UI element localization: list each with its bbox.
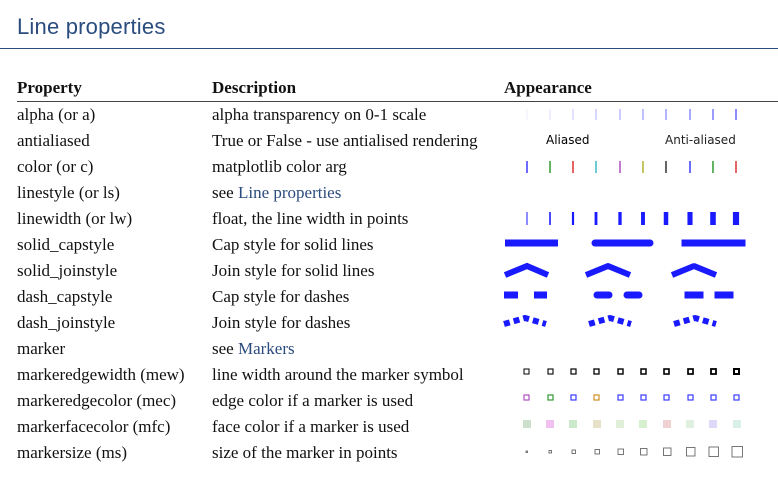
property-description: Join style for solid lines: [212, 261, 375, 280]
property-description: float, the line width in points: [212, 209, 409, 228]
property-name: linewidth (or lw): [17, 209, 133, 228]
property-description: matplotlib color arg: [212, 157, 347, 176]
appearance-color: [500, 155, 778, 181]
dash-capstyle-swatches: [504, 291, 734, 299]
anti-aliased-label: Anti-aliased: [665, 133, 736, 147]
table-row-color: color (or c) matplotlib color arg: [0, 155, 778, 181]
aliased-label: Aliased: [546, 133, 590, 147]
appearance-alpha: [500, 103, 778, 129]
appearance-dash-capstyle: [500, 285, 778, 311]
property-description: Join style for dashes: [212, 313, 351, 332]
appearance-markeredgewidth: [500, 363, 778, 389]
line-properties-link[interactable]: Line properties: [237, 183, 342, 202]
description-prefix: see: [212, 339, 238, 358]
markeredgewidth-swatches: [523, 368, 740, 375]
property-name: markersize (ms): [17, 443, 127, 462]
property-description: face color if a marker is used: [212, 417, 410, 436]
appearance-antialiased: Aliased Anti-aliased: [500, 129, 778, 155]
property-description: see Markers: [212, 339, 295, 359]
table-row-solid-capstyle: solid_capstyle Cap style for solid lines: [0, 233, 778, 259]
table-row-linestyle: linestyle (or ls) see Line properties: [0, 181, 778, 207]
table-row-markeredgecolor: markeredgecolor (mec) edge color if a ma…: [0, 389, 778, 415]
table-row-dash-joinstyle: dash_joinstyle Join style for dashes: [0, 311, 778, 337]
table-row-antialiased: antialiased True or False - use antialis…: [0, 129, 778, 155]
property-name: dash_joinstyle: [17, 313, 116, 332]
table-row-linewidth: linewidth (or lw) float, the line width …: [0, 207, 778, 233]
table-row-solid-joinstyle: solid_joinstyle Join style for solid lin…: [0, 259, 778, 285]
property-name: alpha (or a): [17, 105, 96, 124]
property-description: Cap style for solid lines: [212, 235, 374, 254]
table-row-marker: marker see Markers: [0, 337, 778, 363]
linewidth-swatches: [526, 212, 740, 225]
markers-link[interactable]: Markers: [237, 339, 295, 358]
markerfacecolor-swatches: [523, 420, 741, 428]
property-name: dash_capstyle: [17, 287, 113, 306]
property-description: True or False - use antialised rendering: [212, 131, 478, 150]
property-description: Cap style for dashes: [212, 287, 350, 306]
appearance-markerfacecolor: [500, 415, 778, 441]
property-description: line width around the marker symbol: [212, 365, 464, 384]
color-swatches: [526, 161, 737, 173]
table-row-dash-capstyle: dash_capstyle Cap style for dashes: [0, 285, 778, 311]
table-row-alpha: alpha (or a) alpha transparency on 0-1 s…: [0, 103, 778, 129]
title-divider: [0, 48, 778, 49]
property-description: see Line properties: [212, 183, 341, 203]
header-description: Description: [212, 78, 297, 97]
property-name: color (or c): [17, 157, 94, 176]
property-name: linestyle (or ls): [17, 183, 120, 202]
markeredgecolor-swatches: [523, 394, 740, 401]
property-name: antialiased: [17, 131, 90, 150]
header-property: Property: [17, 78, 82, 97]
appearance-solid-joinstyle: [500, 259, 778, 285]
property-name: marker: [17, 339, 66, 358]
header-divider: [17, 101, 778, 102]
table-row-markersize: markersize (ms) size of the marker in po…: [0, 441, 778, 467]
solid-capstyle-swatches: [505, 239, 746, 247]
appearance-linewidth: [500, 207, 778, 233]
description-prefix: see: [212, 183, 238, 202]
appearance-dash-joinstyle: [500, 311, 778, 337]
markersize-swatches: [525, 446, 743, 458]
dash-joinstyle-swatches: [503, 314, 717, 327]
property-name: markerfacecolor (mfc): [17, 417, 171, 436]
appearance-solid-capstyle: [500, 233, 778, 259]
solid-joinstyle-swatches: [503, 262, 718, 278]
appearance-markeredgecolor: [500, 389, 778, 415]
property-description: alpha transparency on 0-1 scale: [212, 105, 427, 124]
property-name: markeredgewidth (mew): [17, 365, 185, 384]
property-name: solid_capstyle: [17, 235, 115, 254]
page-title: Line properties: [17, 14, 166, 39]
appearance-markersize: [500, 441, 778, 467]
header-appearance: Appearance: [504, 78, 592, 97]
table-row-markeredgewidth: markeredgewidth (mew) line width around …: [0, 363, 778, 389]
property-name: markeredgecolor (mec): [17, 391, 177, 410]
property-description: edge color if a marker is used: [212, 391, 414, 410]
alpha-swatches: [526, 109, 737, 120]
property-name: solid_joinstyle: [17, 261, 118, 280]
property-description: size of the marker in points: [212, 443, 398, 462]
table-row-markerfacecolor: markerfacecolor (mfc) face color if a ma…: [0, 415, 778, 441]
